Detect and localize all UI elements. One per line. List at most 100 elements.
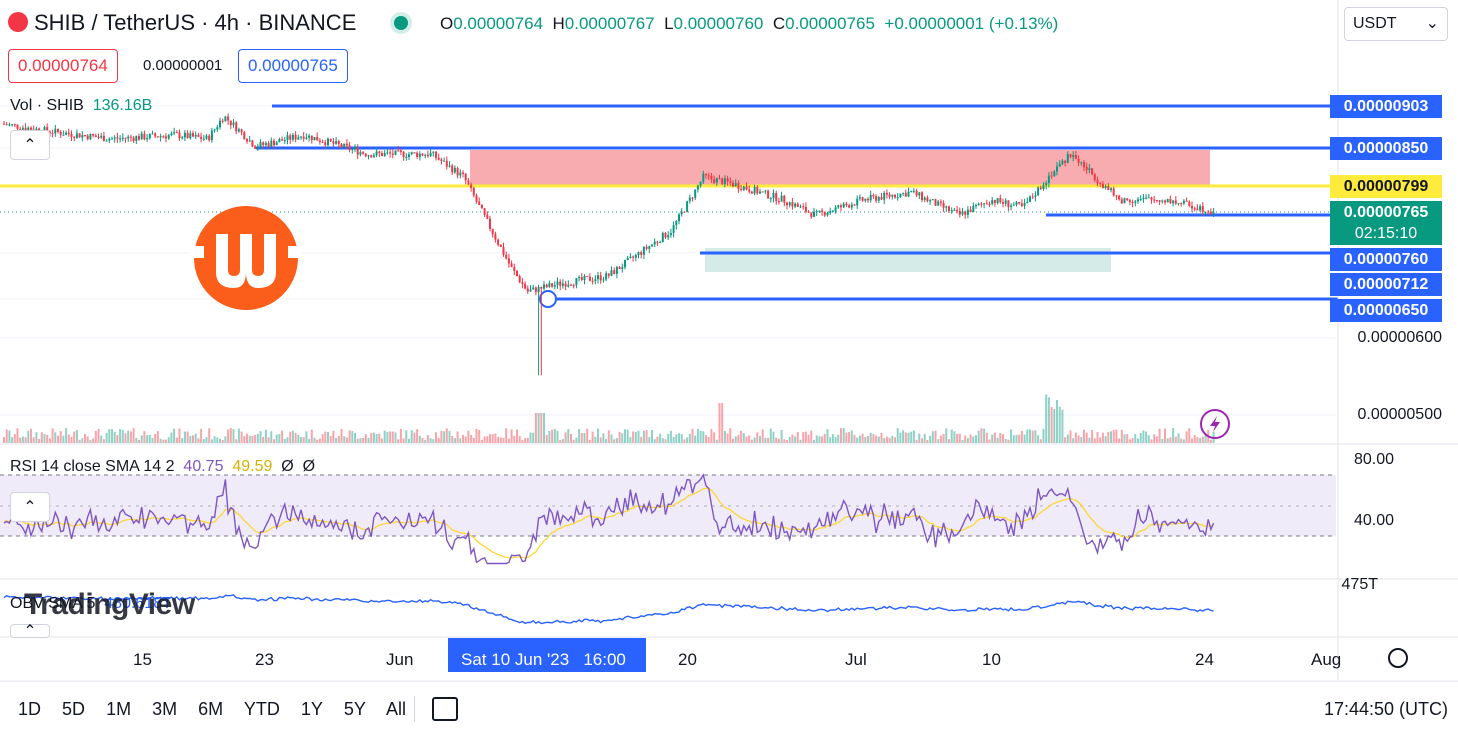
candle-body [664, 232, 667, 238]
candle-body [278, 139, 281, 143]
range-1d[interactable]: 1D [18, 699, 42, 719]
candle-body [440, 159, 443, 161]
candle-body [143, 133, 146, 140]
candle-body [1031, 196, 1034, 198]
time-tick-10: 10 [982, 650, 1001, 669]
volume-bar [81, 438, 84, 443]
chart-settings-icon[interactable] [1388, 648, 1408, 668]
volume-bar [742, 433, 745, 443]
candle-body [1058, 164, 1061, 167]
collapse-volume-button[interactable]: ⌃ [10, 130, 50, 160]
volume-bar [1056, 400, 1058, 443]
volume-bar [688, 433, 691, 443]
range-1y[interactable]: 1Y [300, 699, 323, 719]
collapse-obv-button[interactable]: ⌃ [10, 624, 50, 640]
range-6m[interactable]: 6M [198, 699, 224, 719]
candle-body [251, 140, 254, 147]
range-ytd[interactable]: YTD [243, 699, 280, 719]
candle-body [599, 275, 602, 281]
candle-body [148, 134, 151, 139]
candle-body [81, 134, 84, 138]
range-all[interactable]: All [385, 699, 406, 719]
volume-bar [316, 439, 319, 443]
time-tick-jul: Jul [845, 650, 867, 669]
candle-body [1142, 197, 1145, 200]
candle-body [642, 246, 645, 255]
buy-button[interactable]: 0.00000765 [238, 49, 348, 83]
volume-bar [867, 436, 869, 443]
volume-bar [335, 437, 338, 443]
range-1m[interactable]: 1M [106, 699, 132, 719]
volume-bar [556, 430, 559, 443]
collapse-rsi-button[interactable]: ⌃ [10, 492, 50, 522]
volume-bar [993, 432, 996, 443]
volume-bar [305, 431, 308, 443]
candle-body [367, 155, 370, 157]
candle-body [259, 142, 262, 148]
symbol-title[interactable]: SHIB / TetherUS · 4h · BINANCE [34, 10, 357, 35]
candle-body [1064, 160, 1067, 163]
candle-body [297, 137, 300, 140]
volume-bar [267, 437, 270, 443]
volume-bar [43, 434, 46, 443]
volume-bar [856, 437, 859, 443]
candle-body [16, 124, 19, 129]
candle-body [632, 256, 635, 258]
range-5y[interactable]: 5Y [343, 699, 366, 719]
volume-bar [1145, 431, 1148, 443]
volume-bar [286, 437, 289, 443]
candle-body [796, 203, 799, 207]
candle-body [1193, 208, 1196, 210]
candle-body [1137, 199, 1139, 202]
volume-bar [759, 435, 761, 443]
candle-body [961, 211, 964, 215]
volume-bar [969, 434, 972, 443]
volume-bar [872, 434, 875, 443]
candle-body [1196, 208, 1199, 211]
volume-bar [1039, 439, 1042, 443]
candle-body [300, 136, 302, 138]
candle-body [389, 152, 392, 154]
volume-bar [629, 437, 632, 443]
candle-body [456, 167, 459, 176]
candle-body [1166, 199, 1169, 203]
volume-bar [1182, 439, 1185, 443]
range-5d[interactable]: 5D [62, 699, 86, 719]
candle-body [359, 152, 362, 155]
candle-body [240, 129, 243, 133]
candle-body [904, 192, 907, 197]
volume-bar [988, 439, 991, 443]
candle-body [124, 137, 127, 139]
time-tick-15: 15 [133, 650, 152, 669]
volume-bar [221, 439, 224, 443]
clock[interactable]: 17:44:50 (UTC) [1323, 699, 1448, 719]
candle-body [167, 135, 170, 139]
candle-body [73, 136, 76, 138]
candle-body [1042, 185, 1045, 189]
volume-bar [966, 438, 969, 443]
candle-body [937, 201, 940, 206]
volume-bar [1193, 435, 1196, 443]
candle-body [551, 283, 554, 287]
currency-select[interactable]: USDT ⌄ [1344, 7, 1448, 41]
volume-bar [648, 437, 651, 443]
volume-bar [313, 437, 316, 443]
candle-body [696, 185, 699, 190]
candle-body [702, 173, 705, 182]
volume-bar [443, 431, 446, 443]
volume-bar [1034, 430, 1037, 443]
volume-bar [861, 433, 864, 443]
sell-button[interactable]: 0.00000764 [8, 49, 118, 83]
candle-body [840, 205, 842, 208]
candle-body [264, 143, 267, 145]
candle-body [121, 137, 124, 139]
volume-bars [3, 394, 1215, 443]
candle-body [1131, 201, 1134, 203]
candle-body [667, 235, 670, 238]
volume-bar [526, 437, 529, 443]
range-3m[interactable]: 3M [152, 699, 178, 719]
go-to-date-icon[interactable] [432, 697, 458, 721]
volume-bar [92, 438, 95, 443]
candle-body [243, 132, 246, 140]
